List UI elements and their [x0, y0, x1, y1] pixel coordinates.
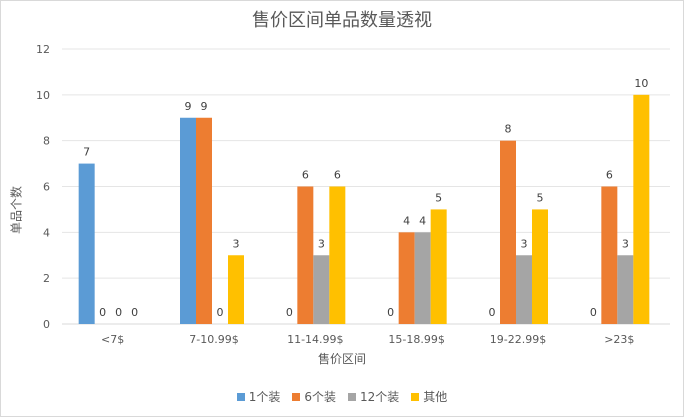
- bar: [297, 186, 314, 324]
- bar: [633, 94, 650, 324]
- x-axis-title: 售价区间: [317, 352, 366, 366]
- data-label: 3: [521, 237, 528, 250]
- data-label: 6: [334, 169, 341, 182]
- y-tick-label: 12: [36, 43, 50, 56]
- x-tick-label: 7-10.99$: [189, 333, 238, 346]
- data-label: 3: [622, 237, 629, 250]
- x-tick-label: 15-18.99$: [388, 333, 444, 346]
- data-label: 8: [505, 123, 512, 136]
- data-label: 0: [590, 306, 597, 319]
- bar: [516, 255, 532, 324]
- y-tick-label: 10: [36, 89, 50, 102]
- bar: [601, 186, 618, 324]
- legend-label: 12个装: [359, 390, 400, 404]
- data-label: 0: [131, 306, 138, 319]
- data-label: 6: [606, 169, 613, 182]
- data-label: 4: [419, 214, 426, 227]
- bar: [430, 209, 447, 324]
- chart-legend: 1个装 6个装 12个装 其他: [0, 388, 684, 405]
- bar: [329, 186, 346, 324]
- y-tick-label: 6: [43, 181, 50, 194]
- legend-item: 6个装: [292, 388, 336, 405]
- legend-item: 其他: [411, 388, 447, 405]
- data-label: 0: [217, 306, 224, 319]
- data-label: 3: [233, 237, 240, 250]
- y-tick-label: 0: [43, 318, 50, 331]
- legend-swatch: [292, 392, 301, 401]
- bar: [414, 232, 431, 324]
- data-label: 3: [318, 237, 325, 250]
- data-label: 9: [185, 100, 192, 113]
- legend-swatch: [347, 392, 356, 401]
- data-label: 6: [302, 169, 309, 182]
- y-axis-title: 单品个数: [9, 185, 24, 235]
- legend-swatch: [236, 392, 245, 401]
- data-label: 0: [99, 306, 106, 319]
- x-tick-label: <7$: [101, 333, 124, 346]
- data-label: 0: [286, 306, 293, 319]
- y-tick-label: 2: [43, 272, 50, 285]
- x-tick-label: 19-22.99$: [490, 333, 546, 346]
- legend-label: 其他: [423, 390, 448, 404]
- bar: [228, 255, 244, 324]
- data-label: 9: [201, 100, 208, 113]
- legend-label: 1个装: [248, 390, 281, 404]
- data-label: 10: [634, 77, 648, 90]
- bar: [78, 163, 95, 324]
- y-tick-label: 4: [43, 226, 50, 239]
- bar: [180, 117, 196, 324]
- bar: [500, 140, 516, 324]
- legend-item: 12个装: [347, 388, 400, 405]
- bar: [617, 255, 634, 324]
- legend-swatch: [411, 392, 420, 401]
- x-tick-label: 11-14.99$: [287, 333, 343, 346]
- legend-label: 6个装: [304, 390, 336, 404]
- data-label: 5: [537, 191, 544, 204]
- data-label: 5: [435, 191, 442, 204]
- data-label: 0: [387, 306, 394, 319]
- x-tick-label: >23$: [604, 333, 634, 346]
- chart-title: 售价区间单品数量透视: [252, 10, 432, 31]
- legend-item: 1个装: [236, 388, 281, 405]
- bar: [398, 232, 415, 324]
- bar: [532, 209, 548, 324]
- data-label: 4: [403, 214, 410, 227]
- bar: [196, 117, 212, 324]
- data-label: 0: [489, 306, 496, 319]
- data-label: 7: [83, 146, 90, 159]
- bar: [313, 255, 330, 324]
- y-tick-label: 8: [43, 135, 50, 148]
- data-label: 0: [115, 306, 122, 319]
